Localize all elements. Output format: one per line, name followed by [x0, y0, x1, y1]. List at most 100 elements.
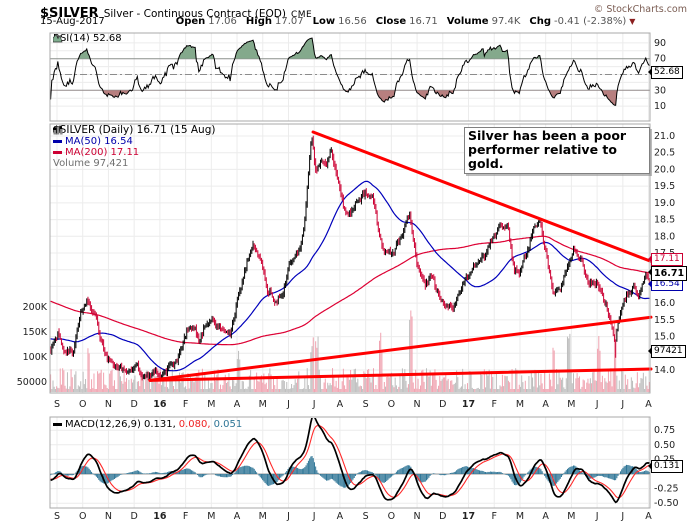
grid-lines — [50, 33, 650, 508]
header-line1: $SILVER Silver - Continuous Contract (EOD… — [40, 2, 312, 21]
ma50-legend-label: MA(50) 16.54 — [65, 136, 133, 147]
svg-text:18.0: 18.0 — [654, 231, 675, 242]
svg-text:18.5: 18.5 — [654, 215, 675, 226]
quote-label-low: Low — [312, 16, 336, 27]
header-line2: 15-Aug-2017 Open 17.06 High 17.07 Low 16.56 Clo… — [40, 16, 635, 27]
quote-value-close: 16.71 — [409, 16, 438, 27]
svg-text:J: J — [620, 511, 624, 522]
svg-text:50000: 50000 — [17, 377, 47, 388]
volume-bars — [50, 310, 650, 392]
copyright: © StockCharts.com — [593, 4, 687, 15]
chart-date: 15-Aug-2017 — [40, 16, 105, 27]
svg-text:O: O — [79, 399, 86, 410]
exchange: CME — [290, 10, 313, 20]
rsi-legend-label: RSI(14) 52.68 — [53, 33, 122, 44]
macd-value-callout: 0.131 — [648, 460, 683, 473]
svg-text:N: N — [105, 511, 112, 522]
macd-legend-label: MACD(12,26,9) — [65, 419, 141, 430]
svg-text:M: M — [567, 511, 575, 522]
svg-text:M: M — [259, 399, 267, 410]
quote-value-high: 17.07 — [274, 16, 304, 27]
svg-text:16: 16 — [153, 511, 167, 522]
svg-text:N: N — [414, 399, 421, 410]
rsi-value-callout: 52.68 — [648, 66, 683, 79]
svg-text:M: M — [207, 399, 215, 410]
svg-text:14.0: 14.0 — [654, 365, 675, 376]
macd-legend: MACD(12,26,9) 0.131, 0.080, 0.051 — [53, 419, 242, 430]
svg-text:J: J — [595, 511, 599, 522]
panel-frames — [49, 32, 651, 509]
svg-text:S: S — [54, 511, 60, 522]
macd-hist-value: 0.051 — [213, 419, 243, 430]
svg-text:J: J — [620, 399, 624, 410]
svg-text:F: F — [183, 399, 188, 410]
svg-text:100K: 100K — [23, 352, 48, 363]
change-direction-icon: ▼ — [629, 17, 636, 26]
svg-text:0.50: 0.50 — [654, 440, 675, 451]
quote-value-volume: 97.4K — [491, 16, 521, 27]
volume-value-callout: 97421 — [648, 345, 686, 358]
trendline-annotations — [148, 130, 653, 382]
ma50-line-icon — [53, 140, 62, 143]
ma200-legend-label: MA(200) 17.11 — [65, 147, 140, 158]
quote-label-high: High — [245, 16, 272, 27]
macd-signal-value: 0.080, — [178, 419, 211, 430]
svg-text:70: 70 — [654, 54, 666, 65]
ma200-value-callout: 17.11 — [648, 253, 683, 266]
svg-text:0.25: 0.25 — [654, 454, 675, 465]
svg-text:10: 10 — [654, 101, 666, 112]
svg-text:F: F — [492, 399, 497, 410]
svg-text:16.0: 16.0 — [654, 298, 675, 309]
svg-text:15.5: 15.5 — [654, 315, 675, 326]
svg-text:F: F — [183, 511, 188, 522]
annotation-box: Silver has been a poor performer relativ… — [464, 127, 650, 175]
rsi-indicator-icon — [53, 33, 63, 43]
svg-text:M: M — [516, 399, 524, 410]
svg-text:16: 16 — [153, 399, 167, 410]
svg-text:S: S — [363, 511, 369, 522]
volume-legend-label: Volume 97,421 — [53, 158, 129, 169]
svg-text:15.0: 15.0 — [654, 332, 675, 343]
price-candles — [50, 135, 650, 381]
symbol: $SILVER — [40, 6, 99, 21]
svg-text:A: A — [542, 511, 549, 522]
svg-text:200K: 200K — [23, 302, 48, 313]
macd-line-icon — [53, 423, 62, 426]
svg-text:A: A — [234, 399, 241, 410]
svg-text:J: J — [312, 399, 316, 410]
svg-text:17: 17 — [462, 399, 475, 410]
main-legend-symbol: $SILVER (Daily) 16.71 (15 Aug) — [53, 124, 216, 136]
svg-text:19.5: 19.5 — [654, 181, 675, 192]
quote-label-chg: Chg — [529, 16, 552, 27]
svg-text:J: J — [312, 511, 316, 522]
svg-text:D: D — [130, 399, 137, 410]
svg-text:A: A — [337, 399, 344, 410]
quote-value-open: 17.06 — [208, 16, 237, 27]
main-legend: $SILVER (Daily) 16.71 (15 Aug) MA(50) 16… — [53, 125, 215, 169]
svg-text:M: M — [567, 399, 575, 410]
rsi-plot — [50, 37, 650, 106]
svg-text:D: D — [130, 511, 137, 522]
svg-text:M: M — [259, 511, 267, 522]
svg-text:N: N — [105, 399, 112, 410]
quote-label-open: Open — [175, 16, 206, 27]
svg-text:150K: 150K — [23, 327, 48, 338]
ma200-line-icon — [53, 151, 62, 154]
svg-text:30: 30 — [654, 85, 666, 96]
volume-icon — [53, 127, 63, 135]
svg-text:-0.50: -0.50 — [654, 498, 679, 509]
svg-text:M: M — [516, 511, 524, 522]
quote-label-close: Close — [375, 16, 407, 27]
svg-text:A: A — [645, 511, 652, 522]
macd-plot — [50, 418, 650, 504]
svg-text:J: J — [286, 511, 290, 522]
svg-text:A: A — [337, 511, 344, 522]
svg-text:M: M — [207, 511, 215, 522]
svg-text:A: A — [542, 399, 549, 410]
svg-text:J: J — [595, 399, 599, 410]
rsi-legend: RSI(14) 52.68 — [53, 33, 122, 44]
svg-text:S: S — [363, 399, 369, 410]
svg-text:90: 90 — [654, 38, 666, 49]
svg-text:N: N — [414, 511, 421, 522]
